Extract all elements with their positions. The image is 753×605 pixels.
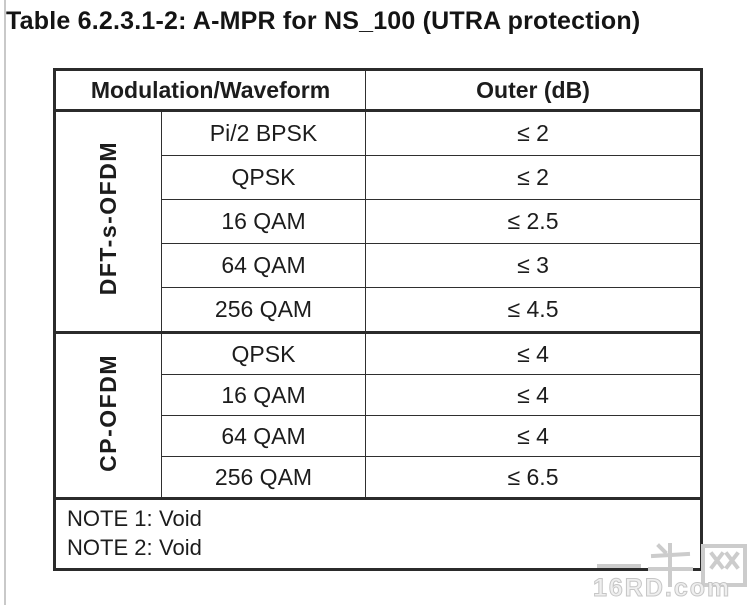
modulation-cell: 64 QAM <box>161 243 366 288</box>
page-edge-line <box>4 0 6 605</box>
table-row: QPSK ≤ 2 <box>55 155 702 200</box>
table-row: 256 QAM ≤ 6.5 <box>55 456 702 499</box>
table-row: 64 QAM ≤ 3 <box>55 243 702 288</box>
modulation-cell: Pi/2 BPSK <box>161 110 366 156</box>
note-line-2: NOTE 2: Void <box>67 533 694 562</box>
notes-cell: NOTE 1: Void NOTE 2: Void <box>54 498 702 570</box>
outer-value-cell: ≤ 2.5 <box>365 199 702 244</box>
header-outer-db: Outer (dB) <box>365 69 702 112</box>
rotated-label: CP-OFDM <box>95 353 121 472</box>
modulation-cell: 16 QAM <box>161 199 366 244</box>
note-label: NOTE 1: <box>67 506 153 531</box>
watermark-cn-icon <box>597 541 747 592</box>
outer-value-cell: ≤ 6.5 <box>365 456 702 499</box>
note-line-1: NOTE 1: Void <box>67 504 694 533</box>
outer-value-cell: ≤ 4 <box>365 374 702 416</box>
outer-value-cell: ≤ 4 <box>365 332 702 375</box>
table-row: DFT-s-OFDM Pi/2 BPSK ≤ 2 <box>54 110 702 333</box>
outer-value-cell: ≤ 2 <box>365 110 702 156</box>
section-dft-s-ofdm: DFT-s-OFDM Pi/2 BPSK ≤ 2 QPSK ≤ 2 16 QAM… <box>54 110 702 333</box>
section-cp-ofdm: CP-OFDM QPSK ≤ 4 16 QAM ≤ 4 64 QAM ≤ 4 2… <box>54 332 702 499</box>
waveform-label-dft-s-ofdm: DFT-s-OFDM <box>54 110 162 333</box>
table-caption: Table 6.2.3.1-2: A-MPR for NS_100 (UTRA … <box>6 7 641 35</box>
modulation-cell: 256 QAM <box>161 287 366 333</box>
table-header-row: Modulation/Waveform Outer (dB) <box>54 69 702 112</box>
watermark-site-text: 16RD.com <box>592 574 732 603</box>
outer-value-cell: ≤ 4.5 <box>365 287 702 333</box>
outer-value-cell: ≤ 2 <box>365 155 702 200</box>
modulation-cell: 256 QAM <box>161 456 366 499</box>
modulation-cell: 64 QAM <box>161 415 366 457</box>
outer-value-cell: ≤ 3 <box>365 243 702 288</box>
header-modulation-waveform: Modulation/Waveform <box>54 69 366 112</box>
waveform-label-cp-ofdm: CP-OFDM <box>54 332 162 499</box>
note-text: Void <box>159 506 202 531</box>
table-row: CP-OFDM QPSK ≤ 4 <box>54 332 702 499</box>
note-label: NOTE 2: <box>67 535 153 560</box>
table-row: NOTE 1: Void NOTE 2: Void <box>54 498 702 570</box>
modulation-cell: QPSK <box>161 155 366 200</box>
notes-section: NOTE 1: Void NOTE 2: Void <box>54 498 702 570</box>
note-text: Void <box>159 535 202 560</box>
modulation-cell: 16 QAM <box>161 374 366 416</box>
table-row: 64 QAM ≤ 4 <box>55 415 702 457</box>
ampr-table: Modulation/Waveform Outer (dB) DFT-s-OFD… <box>53 68 703 571</box>
modulation-cell: QPSK <box>161 332 366 375</box>
table-row: 16 QAM ≤ 4 <box>55 374 702 416</box>
outer-value-cell: ≤ 4 <box>365 415 702 457</box>
rotated-label: DFT-s-OFDM <box>95 141 121 296</box>
